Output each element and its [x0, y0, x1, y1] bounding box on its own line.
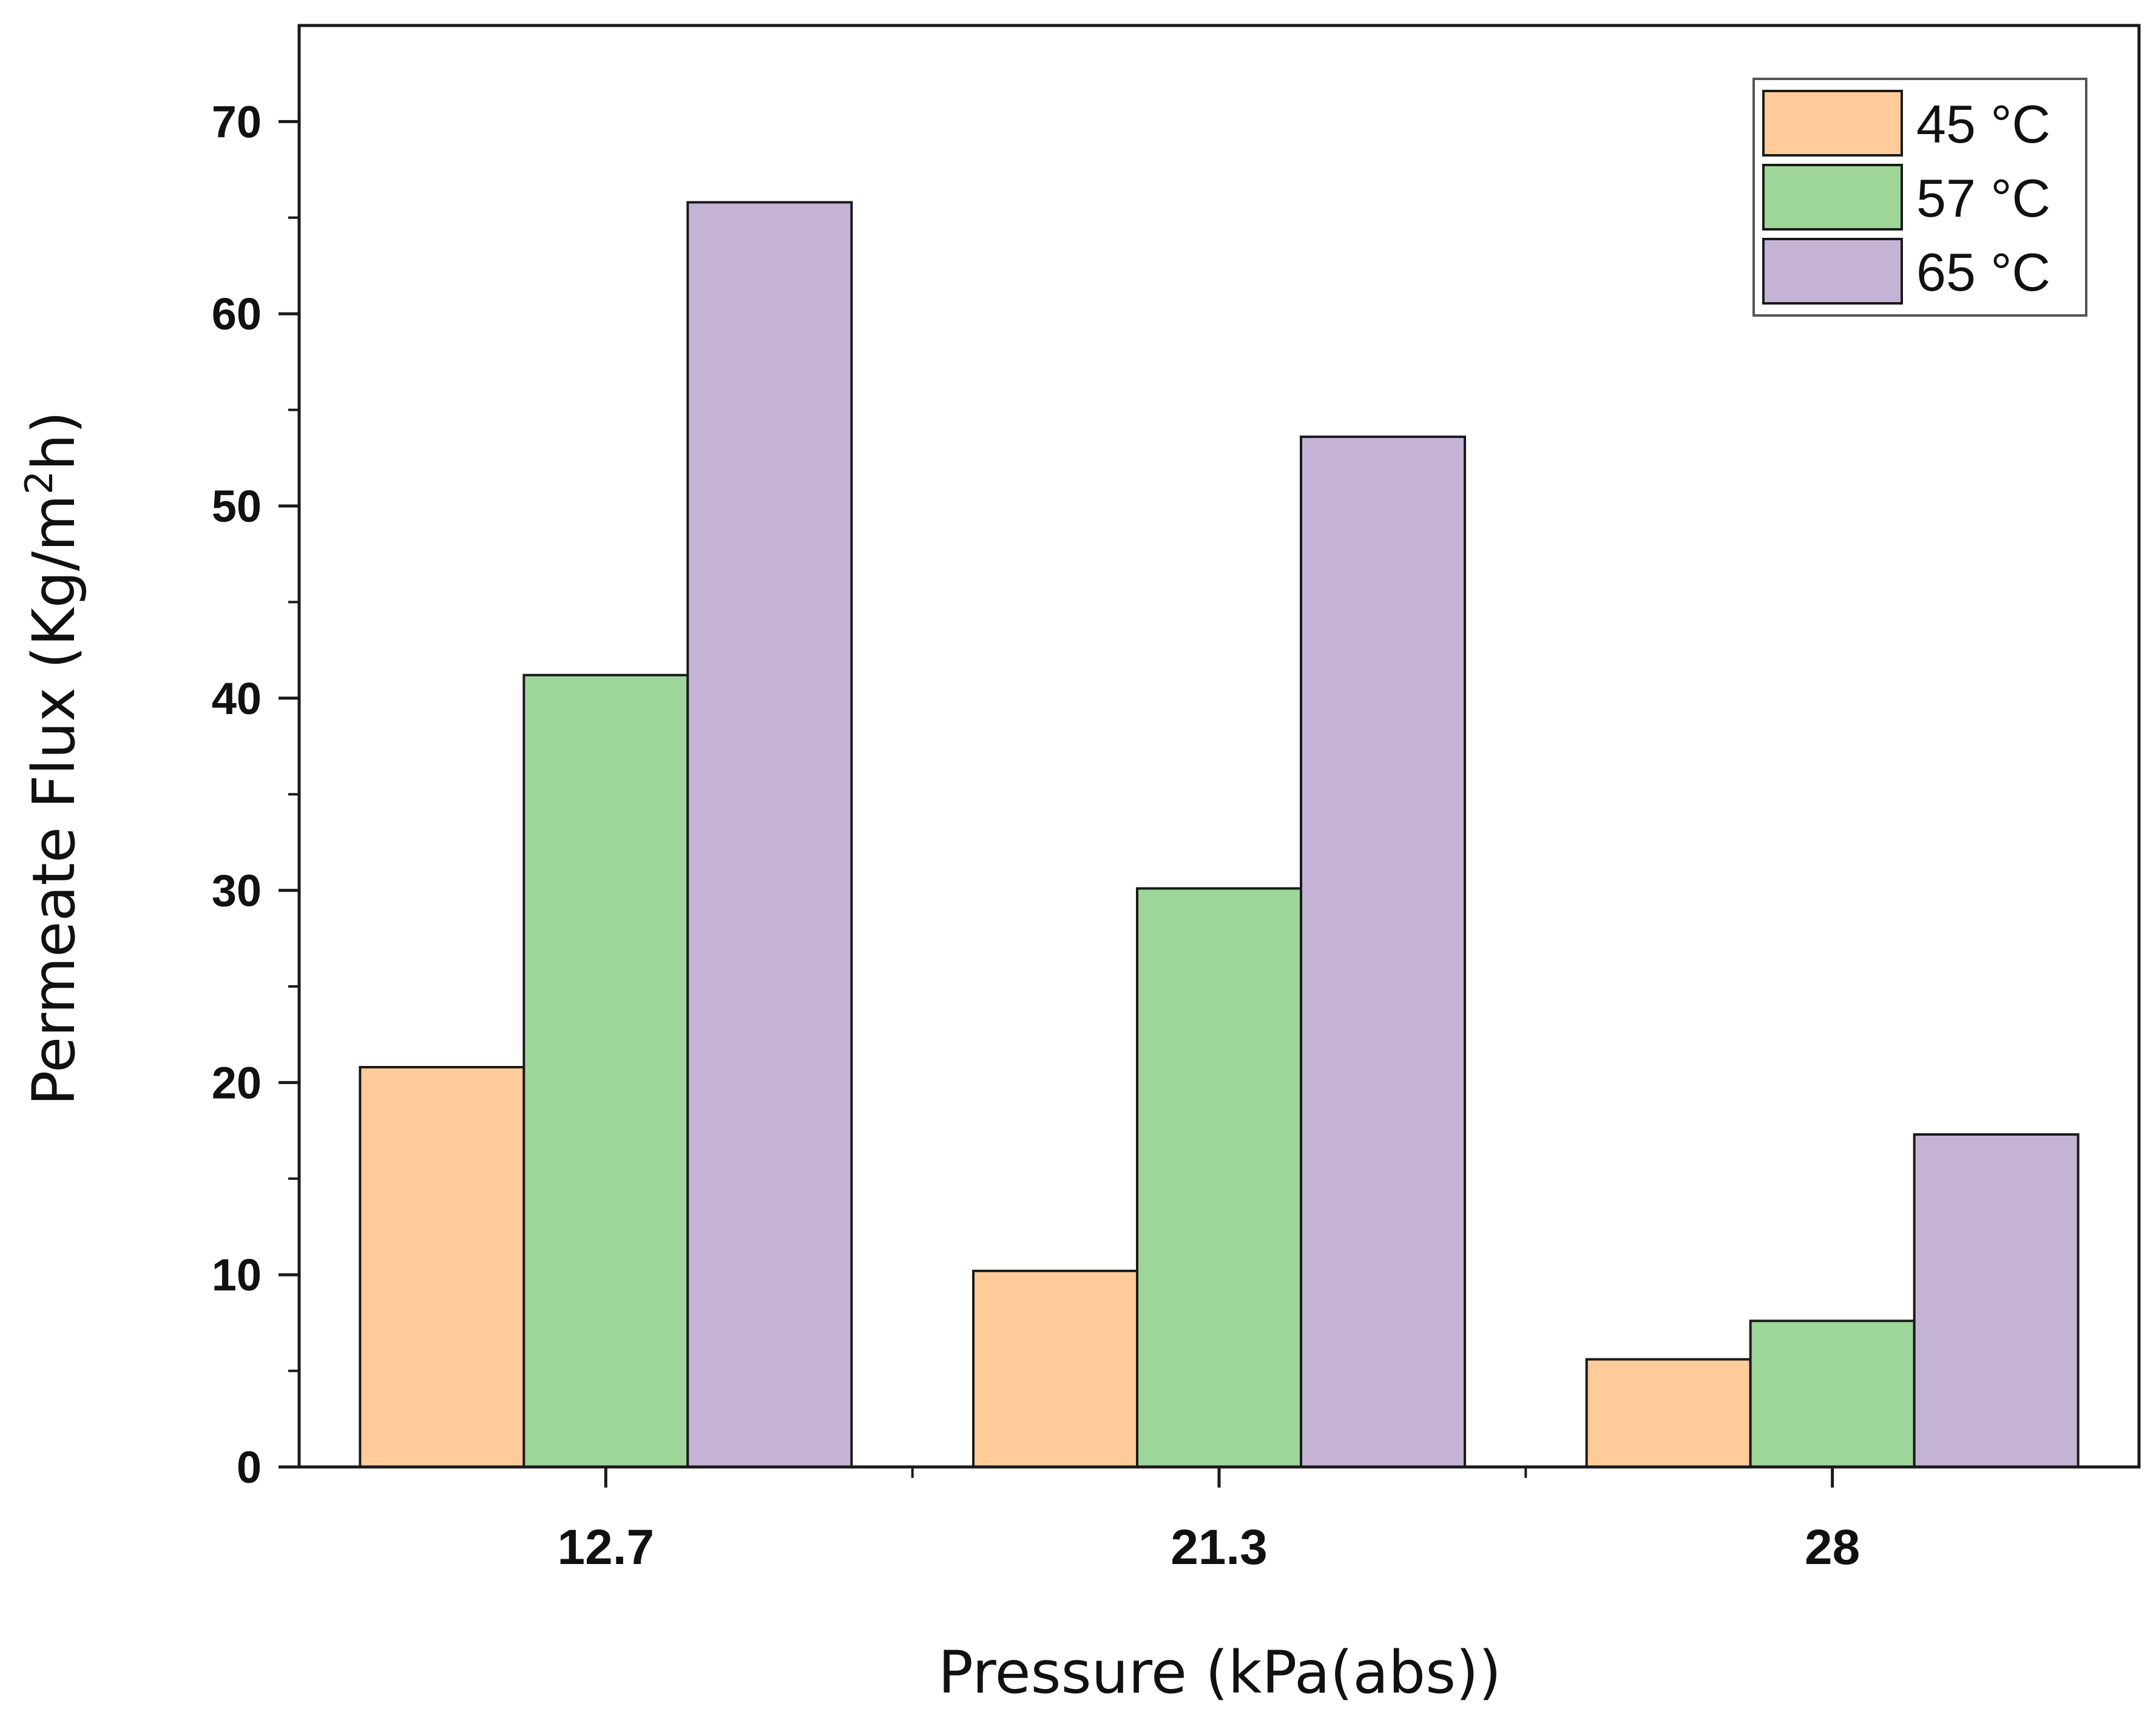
legend-swatch — [1762, 238, 1903, 305]
legend-label: 65 °C — [1916, 242, 2050, 302]
ticks-layer — [279, 120, 1834, 1488]
y-tick-label: 60 — [212, 289, 262, 339]
y-tick-label: 50 — [212, 481, 262, 531]
bars-layer — [359, 201, 2080, 1469]
bar-45c-12_7 — [359, 1066, 525, 1468]
y-axis-title-prefix: Permeate Flux (Kg/m — [20, 494, 88, 1105]
x-tick-label: 28 — [1805, 1520, 1860, 1575]
bar-65c-12_7 — [686, 201, 853, 1468]
labels-layer: 0 10 20 30 40 50 60 70 12.7 21.3 28 — [212, 96, 1860, 1575]
legend: 45 °C 57 °C 65 °C — [1752, 78, 2087, 317]
y-axis-title: Permeate Flux (Kg/m2h) — [17, 411, 88, 1106]
bar-65c-21_3 — [1300, 435, 1466, 1468]
x-tick-label: 12.7 — [558, 1520, 655, 1575]
y-axis-title-sup: 2 — [17, 471, 61, 494]
x-tick-label: 21.3 — [1171, 1520, 1268, 1575]
x-axis-title: Pressure (kPa(abs)) — [938, 1639, 1501, 1707]
bar-65c-28 — [1913, 1133, 2080, 1469]
y-tick-label: 10 — [212, 1250, 262, 1300]
y-tick-label: 30 — [212, 866, 262, 916]
y-tick-label: 0 — [237, 1442, 262, 1492]
legend-label: 45 °C — [1916, 94, 2050, 154]
legend-label: 57 °C — [1916, 168, 2050, 228]
bar-57c-21_3 — [1136, 887, 1302, 1468]
bar-45c-21_3 — [972, 1269, 1138, 1468]
legend-swatch — [1762, 164, 1903, 231]
bar-45c-28 — [1585, 1358, 1752, 1469]
y-tick-label: 70 — [212, 96, 262, 147]
y-tick-label: 20 — [212, 1057, 262, 1108]
bar-57c-12_7 — [522, 673, 689, 1468]
y-tick-label: 40 — [212, 673, 262, 724]
y-axis-title-suffix: h) — [20, 411, 88, 471]
legend-swatch — [1762, 90, 1903, 157]
bar-57c-28 — [1749, 1320, 1916, 1468]
